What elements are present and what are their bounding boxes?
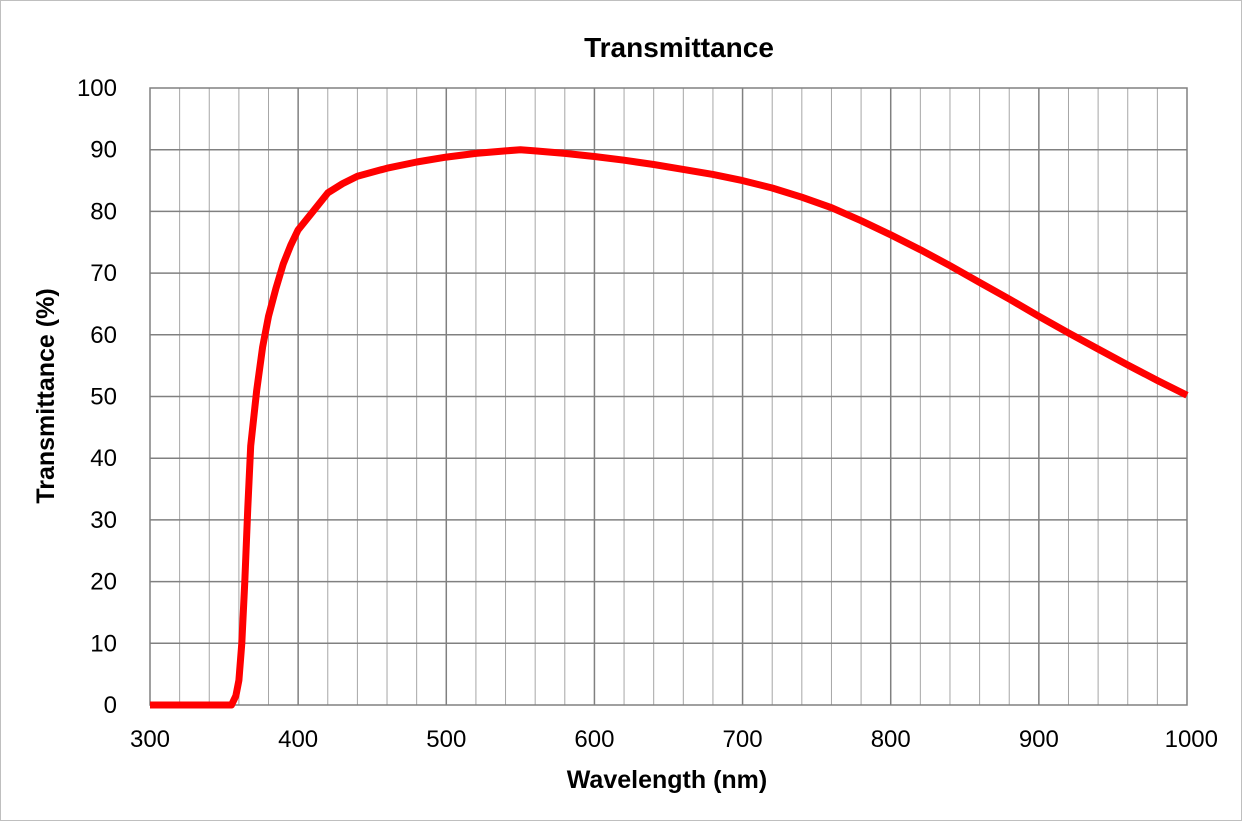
chart-title: Transmittance (584, 32, 774, 63)
y-tick-label: 80 (90, 198, 117, 225)
y-tick-label: 90 (90, 137, 117, 164)
y-tick-labels: 0 10 20 30 40 50 60 70 80 90 100 (77, 75, 117, 719)
y-tick-label: 40 (90, 445, 117, 472)
x-tick-label: 1000 (1165, 726, 1218, 753)
y-axis-title: Transmittance (%) (32, 288, 60, 503)
y-tick-label: 20 (90, 569, 117, 596)
series-layer (150, 146, 1189, 709)
x-tick-label: 300 (130, 726, 170, 753)
y-tick-label: 100 (77, 75, 117, 102)
y-tick-label: 70 (90, 260, 117, 287)
y-tick-label: 10 (90, 630, 117, 657)
transmittance-series-line (150, 146, 1189, 709)
y-tick-label: 60 (90, 322, 117, 349)
x-axis-title: Wavelength (nm) (567, 766, 767, 794)
x-tick-label: 700 (723, 726, 763, 753)
x-tick-labels: 300 400 500 600 700 800 900 1000 (130, 726, 1218, 753)
y-tick-label: 0 (104, 692, 117, 719)
x-tick-label: 400 (278, 726, 318, 753)
grid-lines (150, 88, 1187, 705)
plot-area-border (149, 87, 1188, 706)
x-tick-label: 600 (574, 726, 614, 753)
y-tick-label: 30 (90, 507, 117, 534)
x-tick-label: 900 (1019, 726, 1059, 753)
y-tick-label: 50 (90, 384, 117, 411)
x-tick-label: 500 (426, 726, 466, 753)
x-tick-label: 800 (871, 726, 911, 753)
